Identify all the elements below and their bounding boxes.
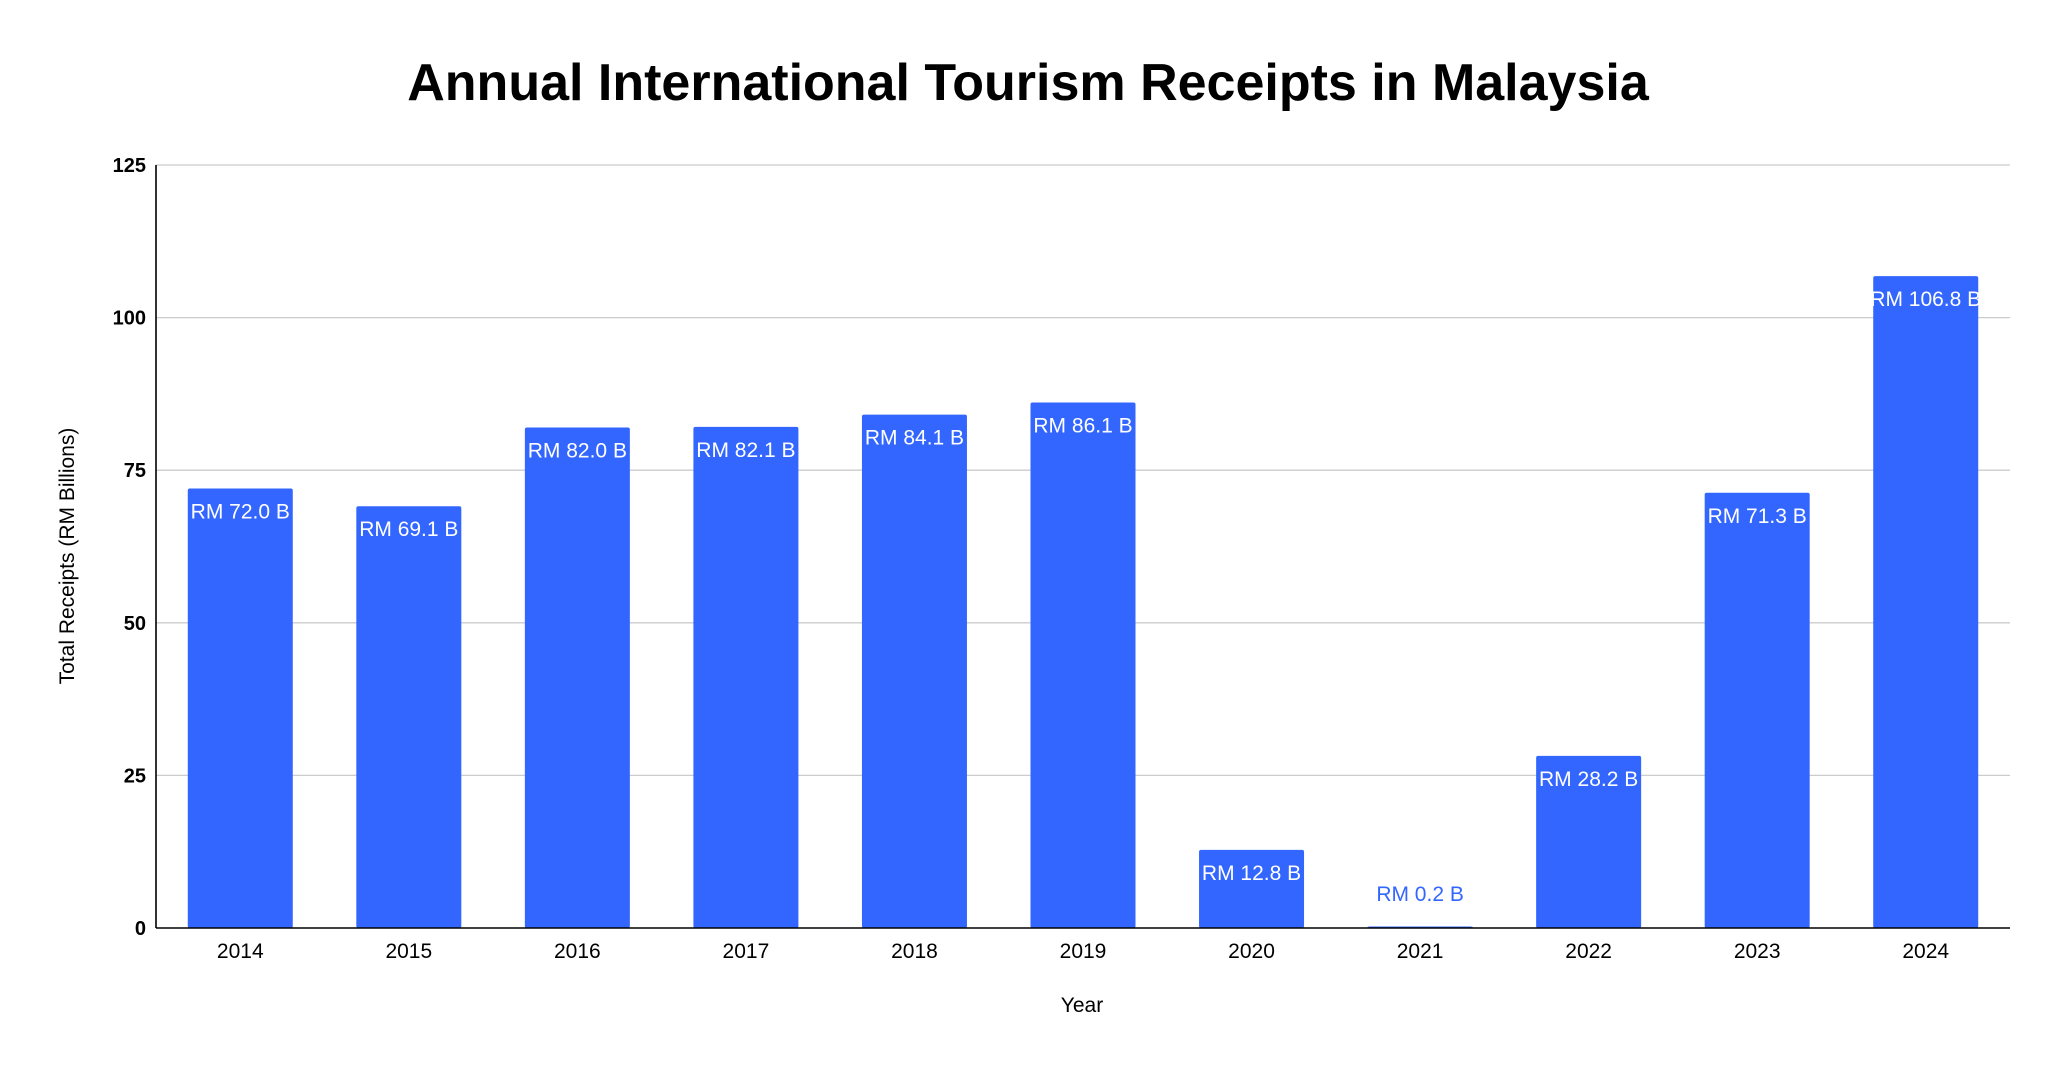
y-tick-label: 125	[113, 155, 146, 177]
y-axis-ticks: 0 25 50 75 100 125	[113, 155, 146, 940]
y-tick-label: 25	[124, 765, 146, 787]
y-tick-label: 50	[124, 613, 146, 635]
bars	[187, 276, 1979, 929]
x-tick-label: 2019	[1060, 940, 1107, 963]
x-tick-label: 2024	[1902, 940, 1949, 963]
bar	[1030, 402, 1136, 929]
y-tick-label: 75	[124, 460, 146, 482]
data-label: RM 84.1 B	[865, 427, 964, 450]
data-label: RM 71.3 B	[1708, 505, 1807, 528]
x-tick-label: 2016	[554, 940, 601, 963]
x-tick-label: 2018	[891, 940, 938, 963]
data-label: RM 72.0 B	[191, 501, 290, 524]
data-label: RM 82.0 B	[528, 439, 627, 462]
y-tick-label: 100	[113, 308, 146, 330]
y-axis-label: Total Receipts (RM Billions)	[56, 428, 79, 685]
x-tick-label: 2014	[217, 940, 264, 963]
data-label: RM 0.2 B	[1376, 883, 1464, 906]
x-tick-label: 2022	[1565, 940, 1612, 963]
data-label: RM 28.2 B	[1539, 768, 1638, 791]
bar	[1536, 755, 1642, 928]
bar	[524, 427, 630, 928]
bar	[1873, 276, 1979, 929]
bar	[693, 426, 799, 928]
bar	[1704, 492, 1810, 928]
y-tick-label: 0	[135, 918, 146, 940]
x-axis-label: Year	[1061, 994, 1103, 1017]
bar	[1199, 849, 1305, 928]
data-label: RM 12.8 B	[1202, 862, 1301, 885]
x-tick-label: 2015	[385, 940, 432, 963]
data-labels: RM 72.0 B RM 69.1 B RM 82.0 B RM 82.1 B RM 8…	[191, 288, 1982, 906]
x-tick-label: 2023	[1734, 940, 1781, 963]
data-label: RM 86.1 B	[1033, 414, 1132, 437]
bar	[861, 414, 967, 929]
chart-title: Annual International Tourism Receipts in…	[407, 54, 1650, 112]
bar	[187, 488, 293, 928]
x-tick-label: 2020	[1228, 940, 1275, 963]
x-tick-label: 2021	[1397, 940, 1444, 963]
data-label: RM 69.1 B	[359, 518, 458, 541]
data-label: RM 82.1 B	[696, 439, 795, 462]
x-tick-label: 2017	[723, 940, 770, 963]
data-label: RM 106.8 B	[1870, 288, 1981, 311]
x-axis-ticks: 2014 2015 2016 2017 2018 2019 2020 2021 2022 2023…	[217, 940, 1949, 963]
bar	[356, 506, 462, 928]
